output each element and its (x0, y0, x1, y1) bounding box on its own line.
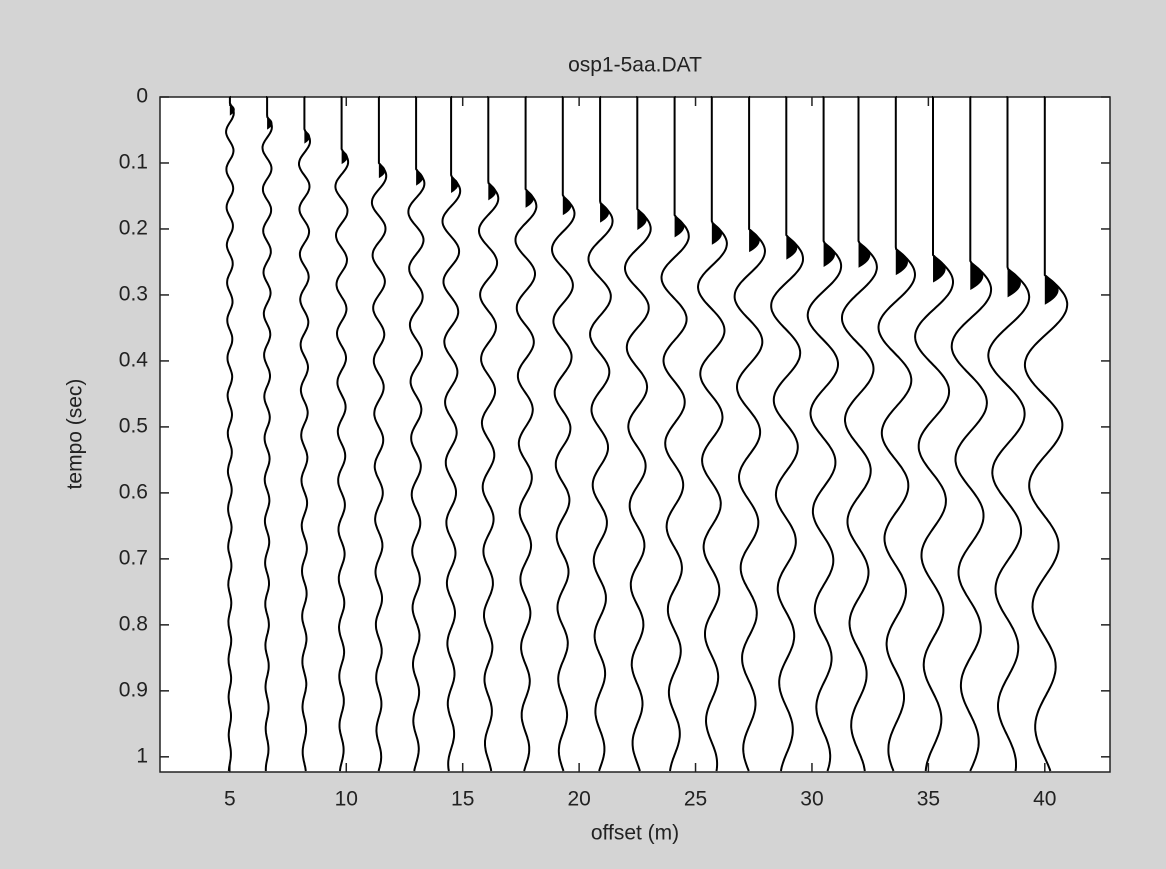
arrival-lobe (786, 235, 798, 260)
arrival-lobe (933, 255, 946, 283)
trace (261, 96, 273, 771)
x-tick-label: 35 (917, 788, 940, 811)
x-tick-label: 15 (451, 788, 474, 811)
x-tick-label: 5 (224, 788, 236, 811)
trace (225, 96, 235, 772)
x-tick-label: 25 (684, 788, 707, 811)
arrival-lobe (858, 242, 871, 268)
trace (950, 96, 993, 772)
arrival-lobe (711, 222, 723, 245)
chart-title: osp1-5aa.DAT (568, 54, 702, 77)
trace (334, 96, 350, 772)
trace (407, 96, 426, 772)
x-tick-label: 40 (1033, 788, 1056, 811)
trace (1023, 97, 1069, 772)
arrival-lobe (267, 116, 273, 130)
arrival-lobe (637, 209, 647, 230)
y-tick-label: 0.8 (119, 612, 148, 635)
plot-area (159, 96, 1111, 773)
trace (877, 96, 917, 772)
arrival-lobe (229, 103, 235, 116)
arrival-lobe (970, 261, 984, 290)
arrival-lobe (674, 215, 685, 238)
trace (550, 96, 576, 772)
arrival-lobe (600, 202, 610, 223)
arrival-lobe (488, 182, 497, 201)
y-tick-label: 1 (136, 744, 148, 767)
trace (660, 96, 690, 772)
y-tick-label: 0 (136, 85, 148, 108)
trace (370, 96, 388, 772)
y-axis-label: tempo (sec) (64, 379, 87, 490)
x-tick-label: 10 (335, 788, 358, 811)
trace (441, 96, 462, 772)
arrival-lobe (823, 242, 836, 267)
arrival-lobe (1044, 275, 1059, 305)
x-tick-label: 20 (567, 788, 590, 811)
y-tick-label: 0.3 (119, 282, 148, 305)
x-axis-label: offset (m) (591, 822, 679, 845)
trace (696, 96, 728, 772)
arrival-lobe (451, 176, 459, 193)
arrival-lobe (895, 248, 908, 276)
y-tick-label: 0.6 (119, 480, 148, 503)
trace (806, 96, 843, 772)
arrival-lobe (304, 129, 311, 144)
trace (477, 96, 500, 772)
trace (298, 96, 312, 772)
trace (914, 96, 954, 772)
arrival-lobe (341, 149, 348, 165)
trace (841, 96, 878, 772)
y-tick-label: 0.9 (119, 678, 148, 701)
trace (987, 96, 1031, 772)
arrival-lobe (416, 169, 424, 186)
arrival-lobe (749, 228, 760, 253)
trace (624, 96, 652, 772)
x-tick-label: 30 (800, 788, 823, 811)
y-tick-label: 0.7 (119, 546, 148, 569)
y-tick-label: 0.4 (119, 348, 149, 371)
trace (770, 96, 805, 772)
arrival-lobe (562, 195, 572, 216)
arrival-lobe (525, 189, 534, 208)
y-tick-label: 0.2 (119, 217, 148, 240)
arrival-lobe (1007, 268, 1021, 298)
arrival-lobe (378, 162, 386, 179)
trace (733, 96, 767, 772)
y-tick-label: 0.1 (119, 151, 148, 174)
y-tick-label: 0.5 (119, 414, 148, 437)
trace (514, 96, 538, 772)
